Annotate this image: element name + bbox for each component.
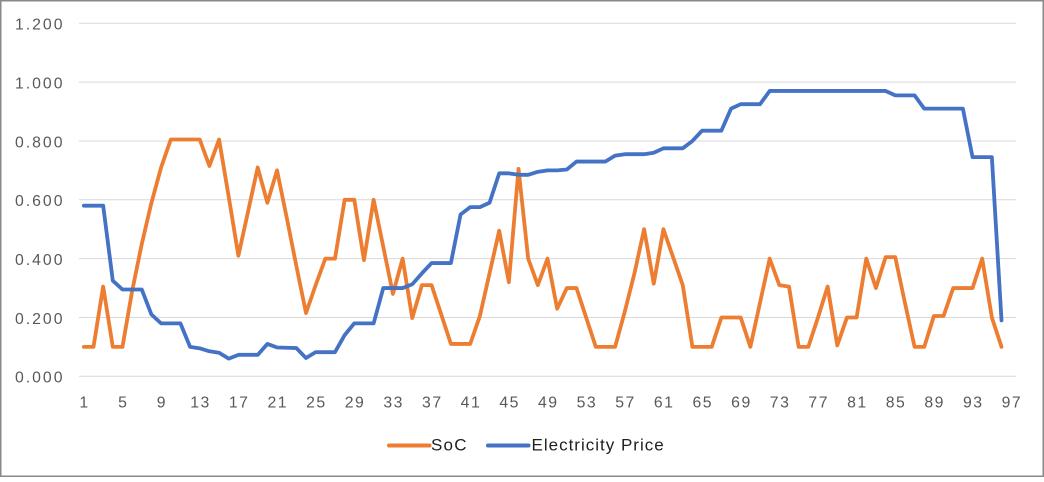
- svg-text:85: 85: [886, 394, 907, 411]
- svg-text:61: 61: [654, 394, 675, 411]
- svg-text:37: 37: [422, 394, 443, 411]
- svg-text:45: 45: [499, 394, 520, 411]
- svg-text:5: 5: [118, 394, 128, 411]
- svg-text:29: 29: [345, 394, 366, 411]
- svg-text:Electricity Price: Electricity Price: [532, 436, 665, 455]
- svg-text:93: 93: [963, 394, 984, 411]
- svg-text:53: 53: [577, 394, 598, 411]
- svg-text:33: 33: [383, 394, 404, 411]
- svg-text:65: 65: [693, 394, 714, 411]
- svg-text:1.000: 1.000: [15, 75, 65, 92]
- svg-text:13: 13: [190, 394, 211, 411]
- svg-text:0.600: 0.600: [15, 193, 65, 210]
- svg-text:89: 89: [924, 394, 945, 411]
- svg-text:81: 81: [847, 394, 868, 411]
- svg-text:0.000: 0.000: [15, 370, 65, 387]
- svg-text:SoC: SoC: [431, 436, 468, 455]
- svg-text:0.200: 0.200: [15, 311, 65, 328]
- svg-text:1: 1: [79, 394, 89, 411]
- svg-text:69: 69: [731, 394, 752, 411]
- svg-text:77: 77: [808, 394, 829, 411]
- svg-text:0.800: 0.800: [15, 134, 65, 151]
- svg-text:21: 21: [267, 394, 288, 411]
- svg-text:57: 57: [615, 394, 636, 411]
- svg-text:41: 41: [461, 394, 482, 411]
- svg-text:17: 17: [229, 394, 250, 411]
- svg-text:25: 25: [306, 394, 327, 411]
- svg-text:73: 73: [770, 394, 791, 411]
- svg-text:1.200: 1.200: [15, 17, 65, 34]
- svg-text:97: 97: [1002, 394, 1023, 411]
- svg-text:49: 49: [538, 394, 559, 411]
- svg-text:0.400: 0.400: [15, 252, 65, 269]
- svg-text:9: 9: [157, 394, 167, 411]
